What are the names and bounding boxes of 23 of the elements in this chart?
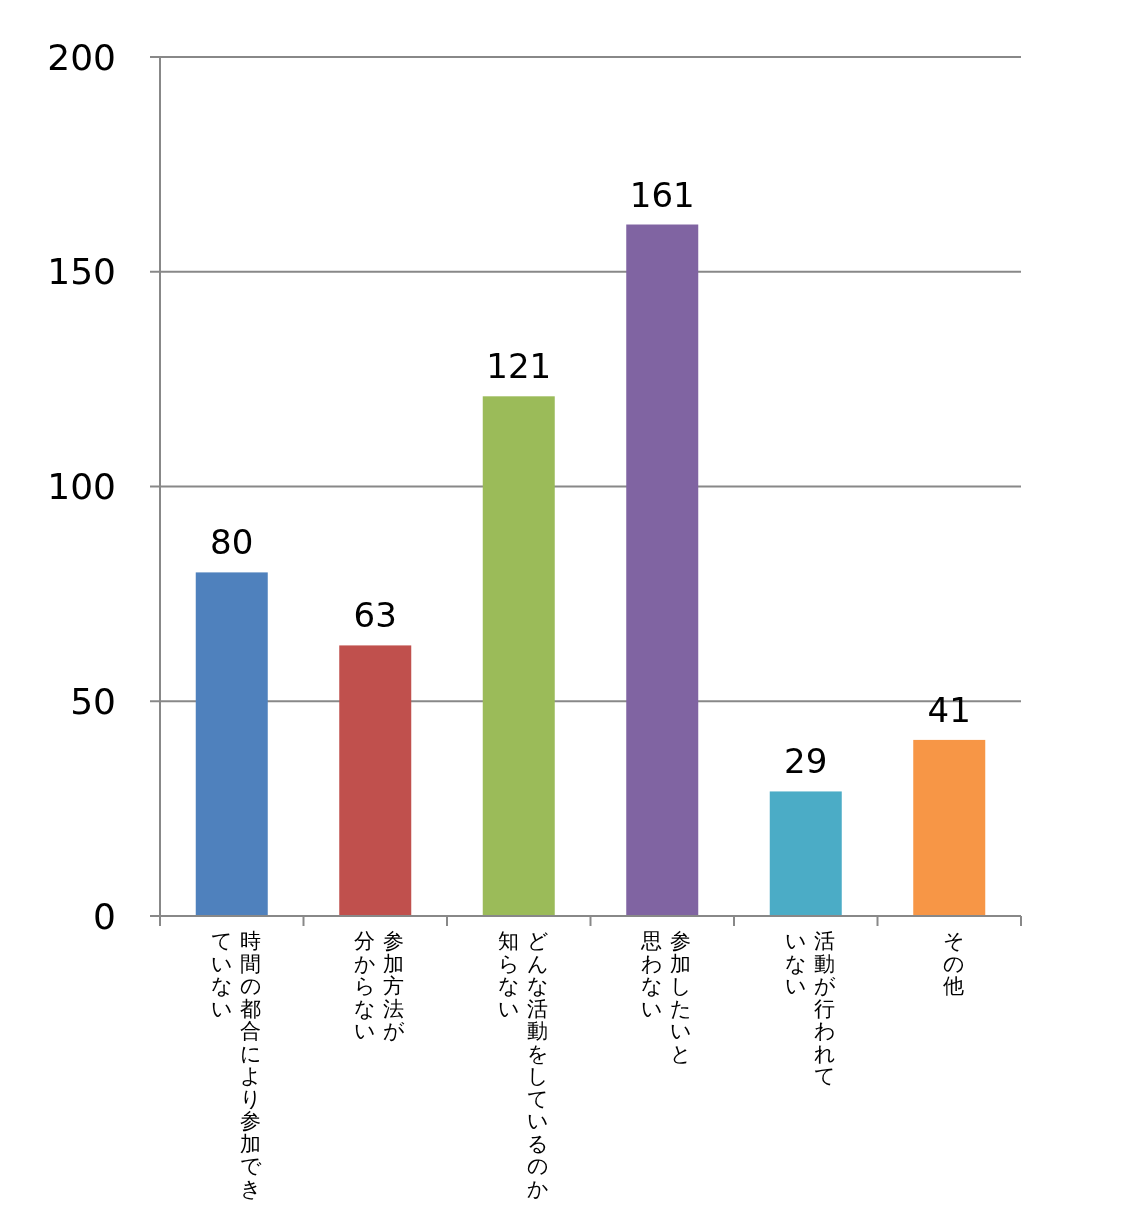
bar	[339, 645, 412, 916]
bar	[913, 739, 986, 916]
x-tick-label: その他	[942, 929, 965, 998]
data-label: 121	[486, 346, 552, 387]
data-label: 29	[784, 741, 828, 782]
bar	[195, 572, 268, 916]
y-tick-label: 150	[47, 251, 116, 293]
data-label: 161	[629, 174, 695, 215]
y-tick-label: 100	[47, 466, 116, 507]
data-label: 41	[927, 689, 971, 730]
y-tick-label: 0	[93, 895, 116, 937]
bar	[769, 791, 842, 916]
bar	[482, 396, 555, 916]
category-label: 活動が行われていない	[784, 929, 836, 1088]
y-tick-label: 50	[70, 680, 116, 722]
category-label: どんな活動をしているのか知らない	[497, 929, 549, 1201]
data-label: 80	[210, 522, 254, 563]
category-label: 参加したいと思わない	[641, 929, 693, 1066]
category-label: 時間の都合により参加できていない	[210, 929, 262, 1201]
bar	[626, 224, 699, 916]
category-label: 参加方法が分からない	[354, 929, 406, 1043]
y-tick-label: 200	[47, 36, 116, 78]
data-label: 63	[353, 595, 397, 636]
